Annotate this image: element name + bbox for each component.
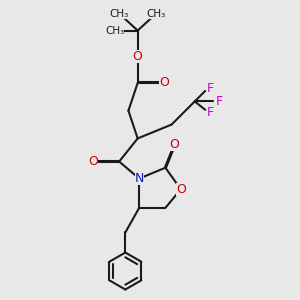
Text: F: F [216, 95, 223, 108]
Text: O: O [176, 183, 186, 196]
Text: F: F [207, 106, 214, 119]
Text: O: O [170, 138, 180, 151]
Text: O: O [133, 50, 142, 63]
Text: N: N [134, 172, 144, 185]
Text: CH₃: CH₃ [110, 9, 129, 19]
Text: O: O [88, 155, 98, 168]
Text: CH₃: CH₃ [105, 26, 124, 35]
Text: CH₃: CH₃ [146, 9, 166, 19]
Text: O: O [159, 76, 169, 89]
Text: F: F [207, 82, 214, 95]
